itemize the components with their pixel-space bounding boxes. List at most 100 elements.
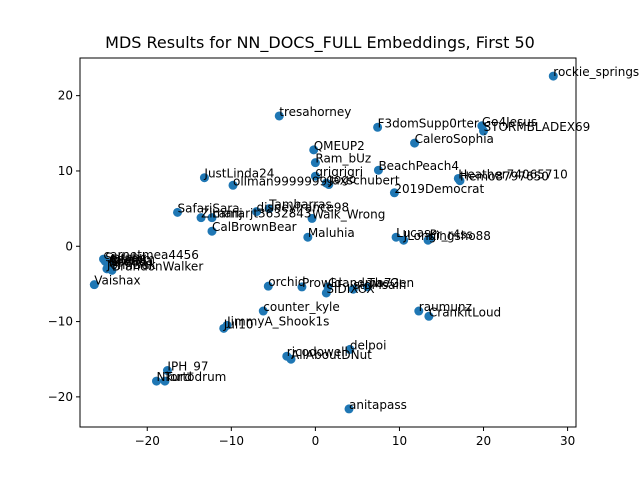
data-point (207, 213, 217, 223)
data-point (264, 204, 274, 214)
point-label: CalBrownBear (212, 220, 297, 234)
point-label: stoMsalh (353, 278, 406, 292)
data-point (274, 111, 284, 121)
point-label: Zimanj (201, 207, 243, 221)
point-label: 2019Democrat (394, 182, 484, 196)
data-point (373, 122, 383, 132)
x-tick-label: 10 (392, 434, 407, 448)
point-label: ollman9999999 (233, 174, 327, 188)
data-point (199, 173, 209, 183)
point-label: Walk_Wrong (312, 207, 385, 221)
data-point (344, 404, 354, 414)
point-label: JohnBuk (106, 258, 156, 272)
point-label: Maluhia (308, 226, 355, 240)
point-label: Prowld (302, 276, 342, 290)
point-label: JustLinda24 (203, 167, 274, 181)
point-label: Kingsho88 (428, 229, 491, 243)
point-label: Tortodrum (164, 370, 226, 384)
point-label: SafariSara (178, 201, 240, 215)
data-point (89, 280, 99, 290)
data-point (424, 311, 434, 321)
point-label: AllAboutDNut (291, 348, 372, 362)
point-label: BrandonWalker (112, 259, 203, 273)
y-tick-label: −20 (48, 390, 73, 404)
data-point (391, 232, 401, 242)
data-point (219, 323, 229, 333)
data-point (373, 165, 383, 175)
point-label: carnetmea4456 (104, 248, 199, 262)
point-label: tresahorney (279, 105, 351, 119)
data-point (479, 126, 489, 136)
point-label: JLong (403, 229, 437, 243)
x-tick-label: 0 (312, 434, 320, 448)
point-label: delpoi (350, 338, 387, 352)
point-label: CrankitLoud (429, 305, 501, 319)
point-label: Boo6d (109, 256, 147, 270)
point-label: Brenda (110, 254, 153, 268)
data-point (258, 306, 268, 316)
plot-frame (79, 57, 577, 428)
point-label: Jaxschubert (328, 174, 400, 188)
data-point (252, 207, 262, 217)
point-label: Nkurd (157, 370, 193, 384)
point-label: Lucas (396, 226, 430, 240)
data-point (160, 376, 170, 386)
data-point (263, 281, 273, 291)
data-point (303, 232, 313, 242)
point-label: Pr_r4ss (430, 228, 473, 242)
point-label: STORMBLADEX69 (484, 120, 591, 134)
data-point (173, 207, 183, 217)
data-point (307, 213, 317, 223)
data-point (321, 178, 331, 188)
x-tick-label: 20 (476, 434, 491, 448)
x-tick-label: −20 (135, 434, 160, 448)
data-point (348, 284, 358, 294)
y-tick-label: 10 (58, 164, 73, 178)
chart-title: MDS Results for NN_DOCS_FULL Embeddings,… (105, 33, 535, 53)
point-label: Tambarras (268, 198, 332, 212)
data-point (399, 235, 409, 245)
point-label: rockie_springs (553, 65, 639, 79)
data-point (310, 171, 320, 181)
x-axis: −20 −10 0 10 20 30 (135, 427, 575, 448)
x-tick-label: 30 (560, 434, 575, 448)
point-label: QMEUP2 (314, 139, 365, 153)
data-point (389, 188, 399, 198)
point-label: Go4Jesus (482, 115, 537, 129)
data-point (548, 71, 558, 81)
y-tick-label: −10 (48, 315, 73, 329)
point-label: anitapass (349, 398, 407, 412)
point-label: IPH_97 (167, 360, 208, 374)
data-point (297, 282, 307, 292)
point-label: F3domSupp0rter (378, 116, 479, 130)
data-point (228, 180, 238, 190)
point-label: Ram_bUz (315, 152, 371, 166)
point-label: disneyfrance98 (257, 201, 350, 215)
point-label: Lamarjt3632843 (212, 207, 312, 221)
x-tick-label: −10 (219, 434, 244, 448)
point-label: Sarahc (105, 250, 146, 264)
point-label: TheGen (367, 276, 415, 290)
data-point (363, 282, 373, 292)
point-label: gogo (326, 172, 356, 186)
data-point (196, 213, 206, 223)
data-point (309, 145, 319, 155)
data-point (410, 138, 420, 148)
point-label: raumunz (419, 300, 472, 314)
point-label: Grandma72 (328, 276, 399, 290)
y-tick-label: 20 (58, 89, 73, 103)
point-label: Vaishax (94, 274, 140, 288)
data-point (455, 176, 465, 186)
data-point (423, 235, 433, 245)
data-point (414, 306, 424, 316)
point-label: Jul10 (223, 317, 254, 331)
data-point (152, 376, 162, 386)
point-label: rjcodowell (287, 345, 348, 359)
data-point (107, 265, 117, 275)
point-label: SIDIXOX (326, 282, 374, 296)
point-label: Adamm (109, 252, 155, 266)
point-label: BeachPeach4 (378, 159, 459, 173)
point-label: Heather74065710 (458, 167, 567, 181)
data-point (162, 366, 172, 376)
